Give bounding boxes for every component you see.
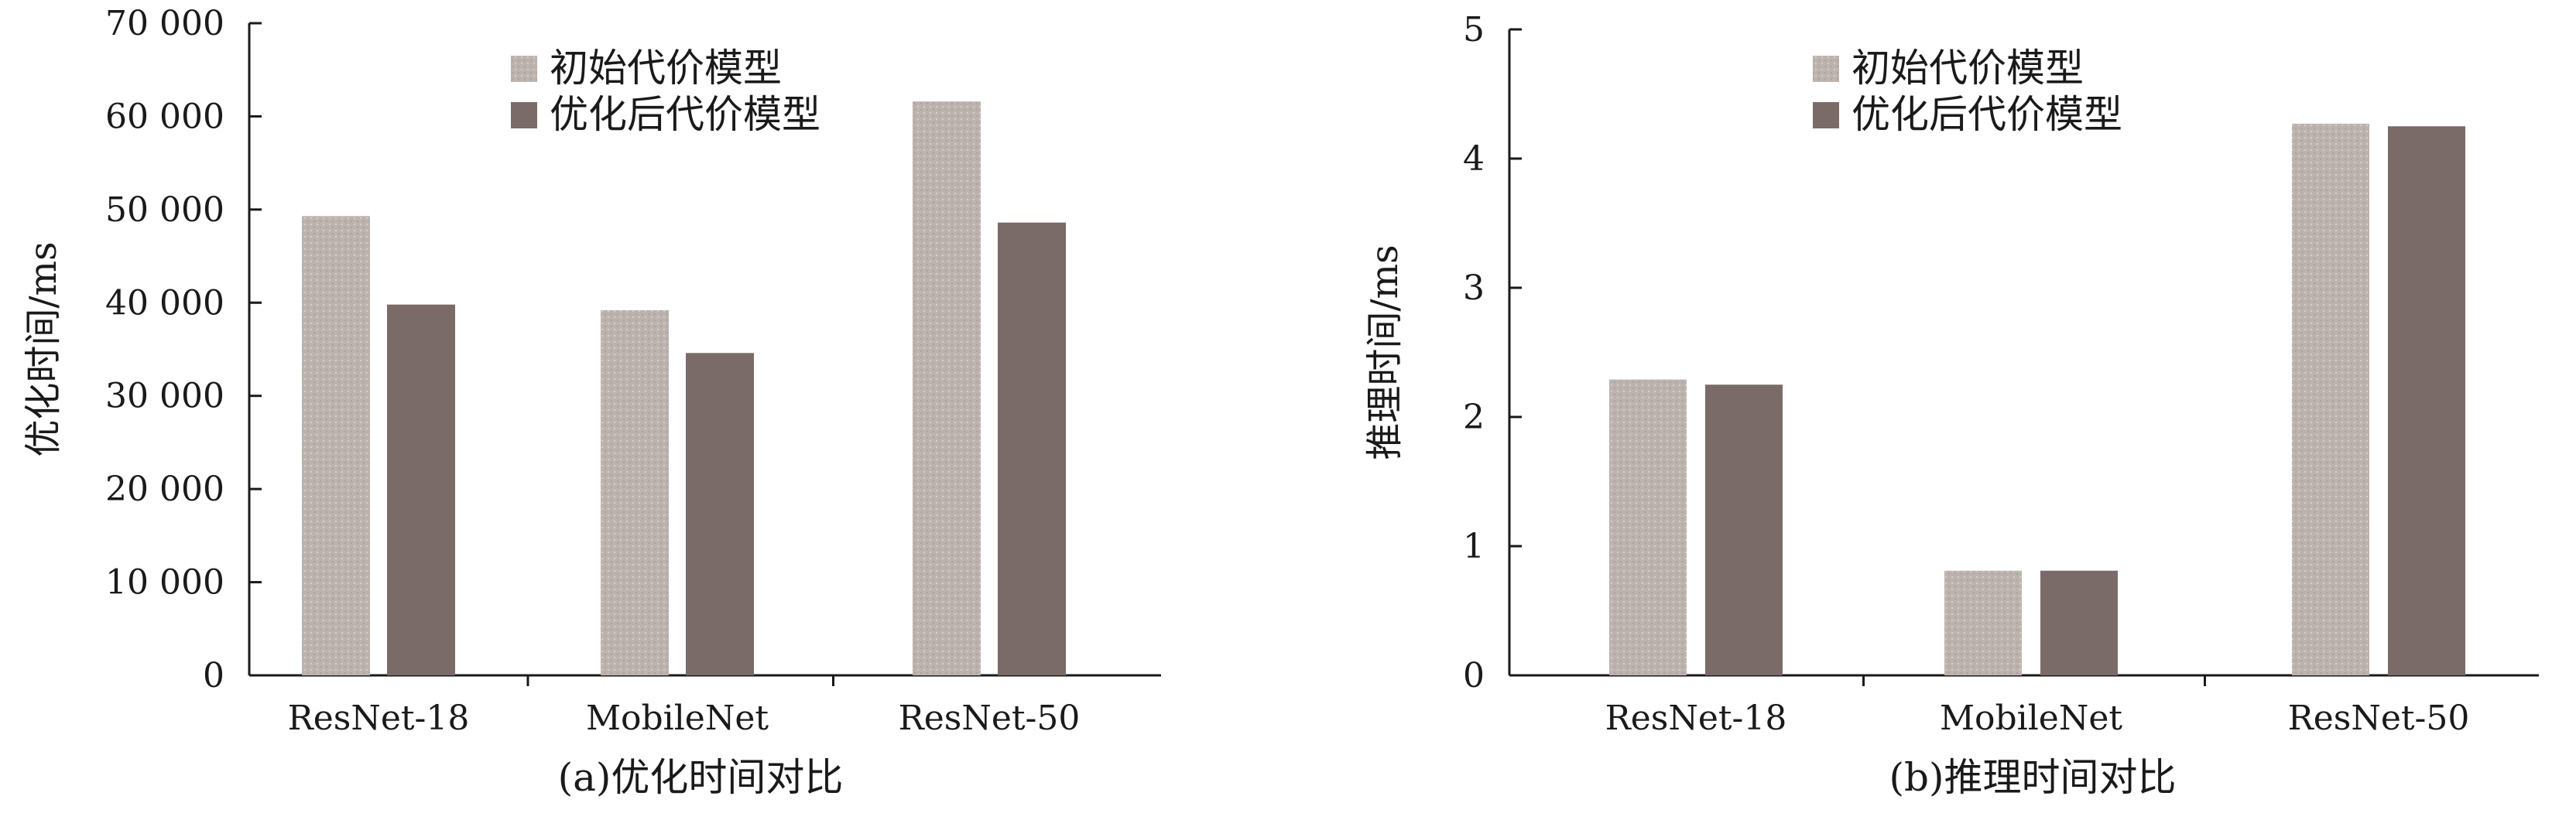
bar-optimized-model <box>2040 570 2118 675</box>
bar-initial-model <box>2292 123 2369 675</box>
y-tick-label: 3 <box>1463 268 1485 308</box>
bar-initial-model <box>302 216 370 676</box>
legend-swatch-optimized <box>511 102 537 128</box>
legend-label: 优化后代价模型 <box>1852 92 2122 137</box>
panel-caption: (a)优化时间对比 <box>558 755 844 800</box>
y-tick-label: 4 <box>1463 139 1485 179</box>
x-tick-label: ResNet-18 <box>1605 699 1787 738</box>
y-tick-label: 10 000 <box>105 563 224 603</box>
y-tick-label: 0 <box>203 656 224 695</box>
y-tick-label: 60 000 <box>105 97 224 136</box>
y-tick-label: 0 <box>1463 656 1485 695</box>
y-tick-label: 1 <box>1463 527 1485 566</box>
optimization-time-panel: 0 10 000 20 000 30 000 40 000 50 000 60 000 70 … <box>22 4 1161 800</box>
bar-optimized-model <box>2388 126 2465 675</box>
y-tick-label: 70 000 <box>105 4 224 43</box>
inference-time-panel: 0 1 2 3 4 5 ResNet-18 MobileNet ResNet-50 初始代价模型优… <box>1363 10 2539 800</box>
legend-label: 优化后代价模型 <box>550 92 820 137</box>
bar-optimized-model <box>387 304 455 675</box>
y-tick-label: 5 <box>1463 10 1485 50</box>
bar-initial-model <box>1609 379 1687 675</box>
y-tick-label: 2 <box>1463 398 1485 437</box>
y-tick-label: 50 000 <box>105 190 224 230</box>
legend-swatch-initial <box>511 56 537 82</box>
bar-optimized-model <box>686 353 754 675</box>
legend-label: 初始代价模型 <box>1852 46 2084 91</box>
y-axis-title: 优化时间/ms <box>22 241 65 456</box>
y-axis-title: 推理时间/ms <box>1363 244 1406 460</box>
y-tick-label: 20 000 <box>105 470 224 509</box>
x-tick-label: MobileNet <box>586 699 769 738</box>
x-tick-label: ResNet-50 <box>899 699 1081 738</box>
x-tick-label: MobileNet <box>1940 699 2122 738</box>
bar-optimized-model <box>1705 384 1783 675</box>
y-tick-label: 30 000 <box>105 377 224 416</box>
bar-initial-model <box>1944 570 2022 675</box>
bar-initial-model <box>601 309 669 675</box>
legend-swatch-optimized <box>1813 102 1839 128</box>
bar-initial-model <box>913 101 981 675</box>
y-tick-label: 40 000 <box>105 283 224 323</box>
legend-label: 初始代价模型 <box>550 46 782 91</box>
x-tick-label: ResNet-18 <box>288 699 470 738</box>
panel-caption: (b)推理时间对比 <box>1889 755 2176 800</box>
x-tick-label: ResNet-50 <box>2288 699 2470 738</box>
bar-optimized-model <box>998 222 1066 675</box>
legend-swatch-initial <box>1813 56 1839 82</box>
